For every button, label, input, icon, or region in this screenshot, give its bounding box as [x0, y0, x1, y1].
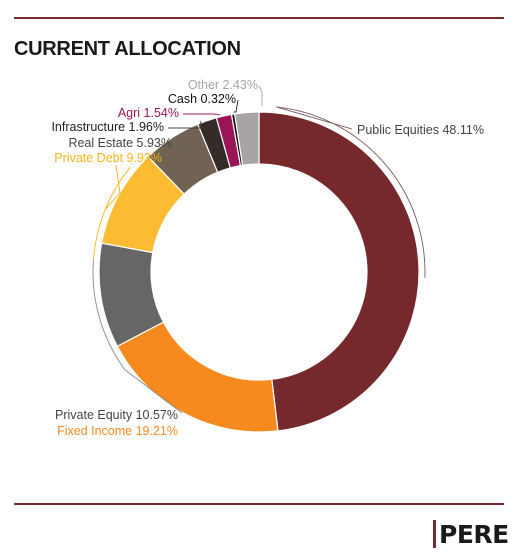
label-private-equity: Private Equity 10.57%	[55, 408, 178, 422]
leader-private-equity-tail	[124, 369, 183, 414]
label-real-estate: Real Estate 5.93%	[68, 136, 172, 150]
label-fixed-income: Fixed Income 19.21%	[57, 424, 178, 438]
label-leaders	[92, 85, 426, 414]
pere-logo: PERE	[433, 519, 509, 549]
slice-labels: Public Equities 48.11% Fixed Income 19.21…	[51, 78, 484, 438]
leader-private-debt	[92, 167, 131, 261]
leader-private-debt-tail	[104, 164, 121, 211]
label-other: Other 2.43%	[188, 78, 258, 92]
leader-agri	[183, 113, 220, 116]
label-cash: Cash 0.32%	[168, 92, 236, 106]
donut-slices	[98, 111, 420, 433]
page-title: CURRENT ALLOCATION	[14, 38, 241, 60]
leader-real-estate	[159, 142, 191, 151]
logo-bar	[433, 520, 436, 548]
label-infrastructure: Infrastructure 1.96%	[51, 120, 164, 134]
leader-other	[258, 85, 263, 106]
slice-other	[233, 111, 260, 166]
label-private-debt: Private Debt 9.93%	[54, 151, 162, 165]
label-agri: Agri 1.54%	[118, 106, 179, 120]
leader-private-equity	[92, 260, 126, 370]
leader-infrastructure	[168, 120, 202, 129]
leader-cash	[233, 99, 239, 113]
slice-public-equities	[258, 111, 420, 432]
leader-public-equities	[276, 106, 426, 278]
top-rule	[14, 17, 504, 19]
label-public-equities: Public Equities 48.11%	[357, 123, 484, 137]
leader-public-equities-tail	[276, 106, 353, 130]
bottom-rule	[14, 503, 504, 505]
logo-text: PERE	[439, 519, 509, 549]
